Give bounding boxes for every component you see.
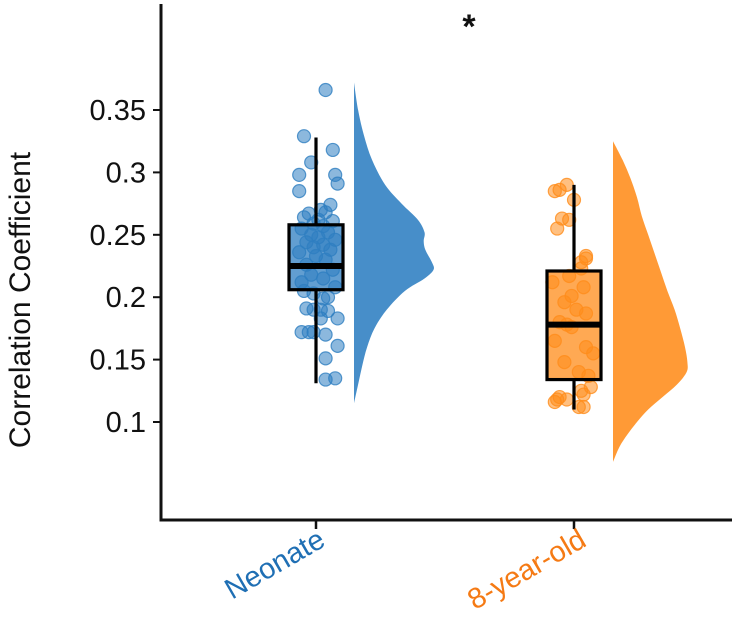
density-cloud — [613, 141, 688, 462]
data-point — [550, 221, 565, 236]
y-tick-label: 0.1 — [106, 407, 146, 439]
data-point — [547, 184, 562, 199]
data-point — [547, 394, 562, 410]
data-point — [316, 271, 331, 286]
series-8-year-old — [545, 141, 688, 462]
x-ticks — [314, 520, 576, 529]
data-point — [574, 261, 589, 276]
data-point — [328, 371, 343, 386]
data-point — [318, 327, 333, 342]
data-point — [318, 351, 333, 366]
data-point — [559, 392, 574, 407]
significance-asterisk: * — [462, 8, 476, 46]
data-point — [557, 295, 572, 310]
y-tick-label: 0.25 — [90, 220, 146, 252]
data-point — [292, 184, 307, 199]
y-tick-label: 0.35 — [90, 95, 146, 127]
data-point — [330, 311, 345, 326]
data-point — [330, 338, 345, 353]
y-ticks: 0.1 0.15 0.2 0.25 0.3 0.35 — [90, 95, 161, 439]
plot-area — [287, 82, 688, 462]
data-point — [330, 176, 345, 191]
data-point — [576, 387, 591, 402]
series-neonate — [287, 82, 434, 404]
data-point — [578, 306, 594, 321]
y-axis-title: Correlation Coefficient — [4, 151, 37, 448]
x-label-8-year-old: 8-year-old — [462, 523, 591, 616]
y-tick-label: 0.3 — [106, 157, 146, 189]
data-point — [586, 346, 601, 361]
data-point — [296, 129, 312, 144]
density-cloud — [354, 82, 434, 404]
data-point — [292, 167, 307, 182]
data-point — [292, 245, 307, 260]
y-tick-label: 0.15 — [90, 345, 146, 377]
data-point — [547, 333, 562, 348]
data-point — [325, 142, 340, 158]
data-point — [576, 399, 591, 415]
data-point — [557, 354, 572, 370]
data-point — [318, 82, 333, 98]
y-tick-label: 0.2 — [106, 282, 146, 314]
data-point — [306, 325, 321, 340]
box-outline — [287, 223, 345, 292]
data-point — [576, 280, 591, 295]
x-label-neonate: Neonate — [220, 523, 331, 606]
